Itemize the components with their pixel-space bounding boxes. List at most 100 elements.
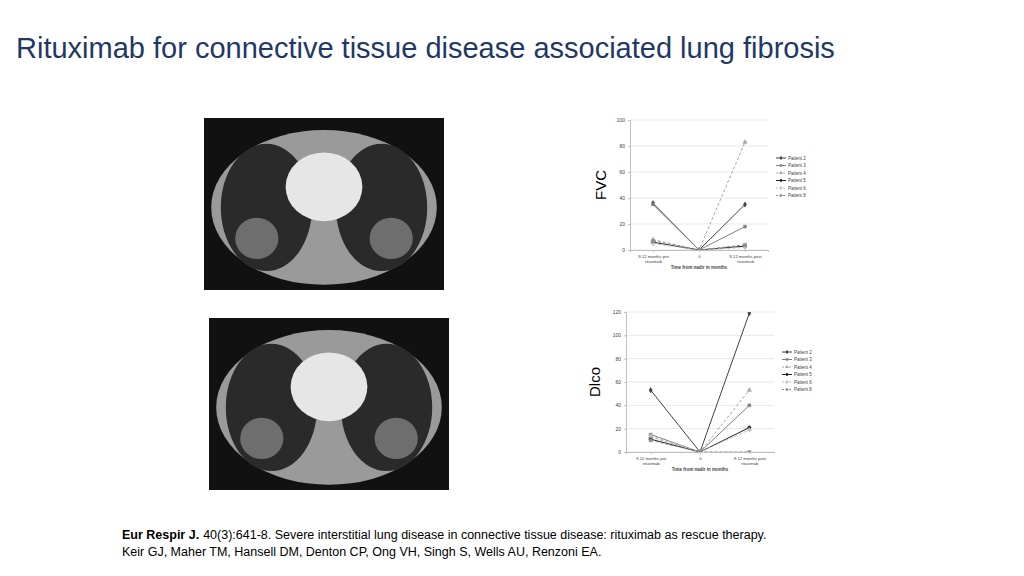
legend-entry: Patient 2 — [782, 350, 812, 355]
legend-label: Patient 3 — [794, 357, 812, 362]
data-point — [649, 439, 652, 442]
grid-line — [630, 120, 768, 121]
tick-mark — [700, 452, 701, 454]
data-point — [744, 243, 747, 246]
tick: 0 — [622, 247, 630, 253]
data-point — [649, 434, 653, 438]
legend-marker — [780, 179, 783, 182]
ct-fibrosis — [240, 418, 283, 459]
legend-marker — [786, 388, 788, 390]
data-point — [698, 450, 701, 452]
tick: 9-12 months postrituximab — [734, 452, 767, 466]
tick: 80 — [615, 356, 626, 362]
tick-label: 40 — [615, 402, 621, 408]
legend-marker — [780, 194, 782, 196]
slide-title: Rituximab for connective tissue disease … — [16, 32, 835, 64]
axis-line — [624, 313, 627, 453]
legend-label: Patient 6 — [794, 380, 812, 385]
y-axis: 020406080100120 — [613, 309, 627, 455]
legend-marker — [785, 380, 788, 383]
legend-marker — [786, 373, 789, 376]
legend-entry: Patient 6 — [776, 186, 806, 191]
tick-mark — [651, 452, 652, 454]
data-point — [697, 247, 702, 250]
data-point — [747, 428, 751, 432]
data-point — [748, 404, 751, 407]
data-point — [743, 202, 746, 208]
tick: 100 — [617, 117, 630, 123]
axis-line — [628, 121, 631, 251]
grid-line — [626, 428, 774, 429]
series-line — [651, 430, 750, 452]
data-point — [652, 203, 655, 206]
grid-line — [630, 146, 768, 147]
citation-details: 40(3):641-8. Severe interstitial lung di… — [203, 528, 766, 542]
tick-mark — [628, 172, 630, 173]
tick-mark — [749, 452, 750, 454]
ct-image — [204, 118, 444, 290]
tick-label: 0 — [622, 247, 625, 253]
legend-marker — [785, 365, 789, 368]
legend-label: Patient 6 — [788, 186, 806, 191]
data-point — [699, 451, 702, 453]
legend-label: Patient 5 — [788, 178, 806, 183]
ct-background — [204, 118, 444, 290]
ct-body — [216, 330, 442, 485]
citation-journal: Eur Respir J. — [122, 528, 199, 542]
tick-mark — [624, 382, 626, 383]
legend-entry: Patient 4 — [782, 365, 812, 370]
legend-marker — [786, 358, 788, 360]
grid — [626, 312, 774, 452]
tick-label: 0 — [618, 449, 621, 455]
data-point — [651, 200, 654, 206]
legend-entry: Patient 8 — [776, 193, 806, 198]
axis-line — [631, 251, 769, 253]
tick-label: 40 — [619, 195, 625, 201]
x-axis: 9-12 months prerituximab09-12 months pos… — [631, 250, 769, 264]
x-axis: 9-12 months prerituximab09-12 months pos… — [627, 452, 775, 466]
legend-label: Patient 2 — [794, 350, 812, 355]
legend-label: Patient 4 — [794, 365, 812, 370]
legend-entry: Patient 2 — [776, 156, 806, 161]
y-axis: 020406080100 — [617, 117, 631, 253]
legend-swatch — [776, 165, 786, 166]
tick: 40 — [619, 195, 630, 201]
ct-heart — [291, 352, 368, 421]
tick-label: 20 — [615, 426, 621, 432]
tick-label: 100 — [613, 332, 622, 338]
data-point — [697, 248, 701, 250]
y-axis-title: Dlco — [586, 367, 603, 397]
data-point — [744, 225, 747, 228]
tick: 9-12 months prerituximab — [638, 250, 669, 264]
data-point — [649, 387, 652, 393]
x-axis-title: Time from nadir in months — [672, 467, 729, 472]
tick-label: 80 — [619, 143, 625, 149]
series-line — [653, 205, 745, 251]
tick-mark — [624, 335, 626, 336]
tick-label: 0 — [698, 254, 701, 259]
data-point — [648, 434, 653, 438]
tick-mark — [628, 198, 630, 199]
tick: 100 — [613, 332, 626, 338]
legend-swatch — [776, 195, 786, 196]
data-point — [698, 449, 701, 452]
grid-line — [630, 224, 768, 225]
legend-marker — [779, 171, 783, 174]
series-line — [651, 440, 750, 452]
series-line — [651, 313, 750, 452]
tick: 20 — [615, 426, 626, 432]
grid-line — [630, 172, 768, 173]
data-point — [698, 450, 702, 452]
chart: 0204060801009-12 months prerituximab09-1… — [617, 117, 769, 270]
legend-label: Patient 8 — [794, 387, 812, 392]
tick-mark — [628, 224, 630, 225]
slide: Rituximab for connective tissue disease … — [0, 0, 1024, 576]
tick-mark — [628, 146, 630, 147]
tick-label: 9-12 months postrituximab — [734, 456, 767, 466]
grid-line — [626, 335, 774, 336]
tick-label: 80 — [615, 356, 621, 362]
legend-marker — [786, 350, 789, 355]
tick: 80 — [619, 143, 630, 149]
legend-entry: Patient 8 — [782, 387, 812, 392]
data-point — [652, 239, 655, 242]
